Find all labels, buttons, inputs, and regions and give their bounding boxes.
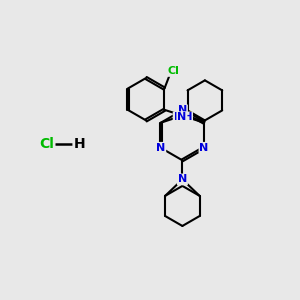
Text: N: N — [178, 105, 187, 115]
Text: N: N — [178, 174, 187, 184]
Text: N: N — [177, 112, 187, 122]
Text: NH: NH — [174, 112, 192, 122]
Text: Cl: Cl — [168, 66, 180, 76]
Text: N: N — [156, 143, 165, 153]
Text: N: N — [200, 143, 209, 153]
Text: H: H — [74, 137, 85, 151]
Text: Cl: Cl — [40, 137, 54, 151]
